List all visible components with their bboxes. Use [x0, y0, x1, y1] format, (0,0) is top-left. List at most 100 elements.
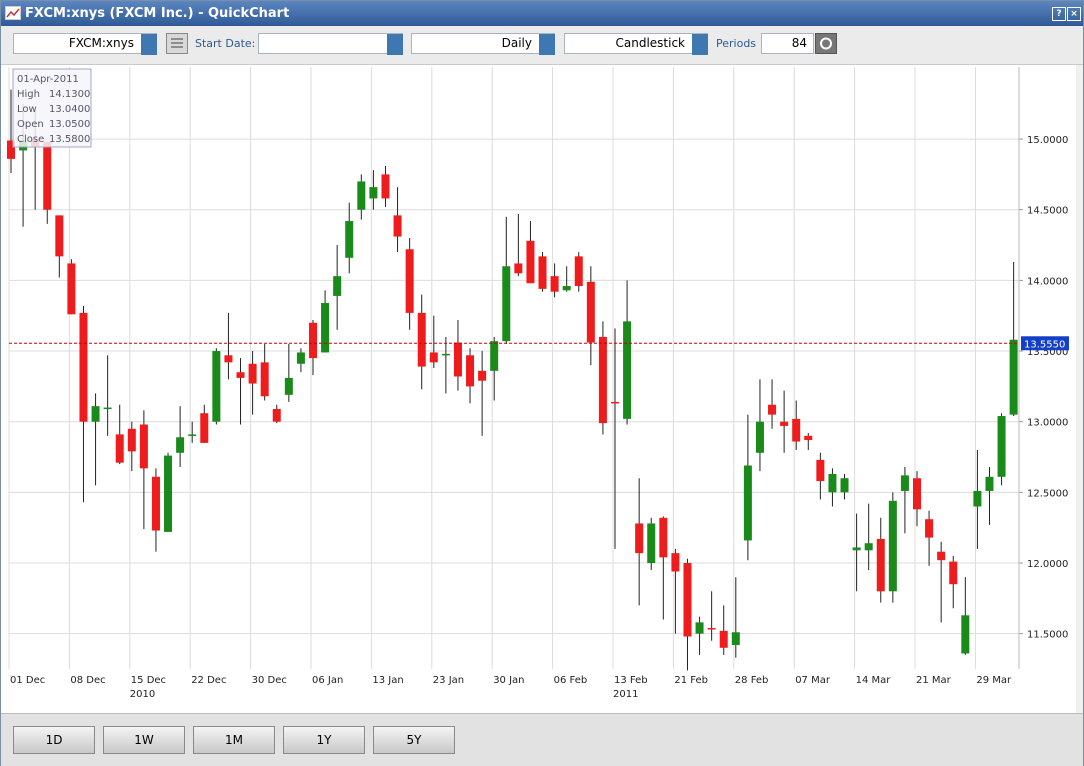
candle-body [345, 221, 354, 258]
x-tick-label: 23 Jan [433, 675, 464, 686]
candle-body [888, 500, 897, 592]
candle-body [466, 355, 475, 387]
y-tick-label: 14.0000 [1027, 276, 1068, 287]
candle-body [973, 490, 982, 507]
x-tick-label: 22 Dec [191, 675, 226, 686]
current-price-tag [1021, 336, 1069, 351]
candle-body [925, 519, 934, 538]
tooltip-date: 01-Apr-2011 [17, 74, 79, 85]
dropdown-arrow[interactable] [692, 34, 708, 55]
interval-text: Daily [501, 36, 532, 50]
candle-body [550, 276, 559, 292]
x-tick-label: 14 Mar [856, 675, 892, 686]
candle-body [79, 312, 88, 422]
candle-body [526, 240, 535, 284]
candle-body [719, 630, 728, 648]
candle-body [321, 302, 330, 353]
dropdown-arrow[interactable] [387, 34, 403, 55]
range-button[interactable]: 1W [103, 726, 185, 754]
candle-body [357, 181, 366, 210]
y-tick-label: 14.5000 [1027, 206, 1068, 217]
title-bar: FXCM:xnys (FXCM Inc.) - QuickChart ? × [1, 1, 1083, 26]
x-tick-label: 29 Mar [976, 675, 1012, 686]
x-group-label: 2011 [613, 689, 638, 700]
candle-body [43, 141, 52, 210]
range-button[interactable]: 1M [193, 726, 275, 754]
tooltip-label: Close [17, 134, 44, 145]
candle-body [623, 321, 632, 419]
candle-body [937, 551, 946, 561]
style-select[interactable]: Candlestick [564, 33, 708, 55]
x-tick-label: 06 Feb [554, 675, 588, 686]
candle-body [417, 312, 426, 367]
range-button[interactable]: 1D [13, 726, 95, 754]
candle-body [671, 553, 680, 572]
periods-input[interactable]: 84 [761, 33, 814, 54]
candle-body [780, 421, 789, 426]
candle-body [574, 256, 583, 287]
candle-body [55, 215, 64, 257]
candle-body [695, 622, 704, 634]
app-icon [5, 6, 21, 20]
x-tick-label: 30 Dec [252, 675, 287, 686]
x-tick-label: 30 Jan [493, 675, 524, 686]
candle-body [961, 615, 970, 654]
candle-body [913, 478, 921, 510]
candle-body [598, 336, 607, 424]
candle-body [284, 377, 293, 395]
candle-body [743, 465, 752, 541]
candle-body [804, 435, 813, 441]
candle-body [7, 140, 15, 159]
range-button[interactable]: 5Y [373, 726, 455, 754]
candle-body [127, 428, 136, 452]
candle-body [333, 276, 342, 296]
y-tick-label: 11.5000 [1027, 630, 1068, 641]
candle-body [405, 249, 414, 313]
candle-body [478, 370, 487, 381]
y-tick-label: 13.5000 [1027, 347, 1068, 358]
start-date-input[interactable] [258, 33, 403, 55]
tooltip-value: 13.5800 [49, 134, 90, 145]
scroll-strip [1076, 65, 1083, 713]
candle-body [260, 362, 269, 397]
tooltip-box [12, 68, 92, 148]
interval-select[interactable]: Daily [411, 33, 555, 55]
candle-body [755, 421, 764, 453]
candle-body [538, 256, 547, 289]
help-button[interactable]: ? [1052, 7, 1066, 21]
candle-body [188, 434, 197, 436]
list-button[interactable] [166, 33, 188, 54]
candle-body [224, 355, 233, 363]
x-tick-label: 07 Mar [795, 675, 831, 686]
x-tick-label: 15 Dec [131, 675, 166, 686]
candle-body [997, 416, 1006, 477]
toolbar: FXCM:xnys Start Date: Daily Candlestick … [1, 26, 1083, 65]
candle-body [562, 286, 571, 291]
dropdown-arrow[interactable] [141, 34, 157, 55]
candle-body [707, 628, 716, 630]
periods-text: 84 [791, 36, 807, 50]
dropdown-arrow[interactable] [539, 34, 555, 55]
x-tick-label: 08 Dec [70, 675, 105, 686]
x-tick-label: 01 Dec [10, 675, 45, 686]
refresh-button[interactable] [815, 33, 837, 54]
candle-body [212, 351, 221, 422]
range-button[interactable]: 1Y [283, 726, 365, 754]
x-tick-label: 28 Feb [735, 675, 769, 686]
candle-body [1009, 339, 1018, 415]
periods-label: Periods [716, 37, 757, 50]
tooltip-label: Open [17, 119, 44, 130]
tooltip-value: 14.1300 [49, 89, 90, 100]
current-price-label: 13.5550 [1024, 339, 1065, 350]
candle-body [659, 517, 668, 558]
candle-body [139, 424, 148, 469]
symbol-input[interactable]: FXCM:xnys [13, 33, 157, 55]
tooltip-value: 13.0400 [49, 104, 90, 115]
candle-body [683, 563, 692, 637]
close-button[interactable]: × [1067, 7, 1081, 21]
tooltip-label: Low [17, 104, 37, 115]
candle-body [514, 263, 523, 274]
candle-body [453, 342, 462, 377]
chart: 11.5000 12.0000 12.5000 13.0000 13.5000 14.00… [1, 65, 1083, 713]
